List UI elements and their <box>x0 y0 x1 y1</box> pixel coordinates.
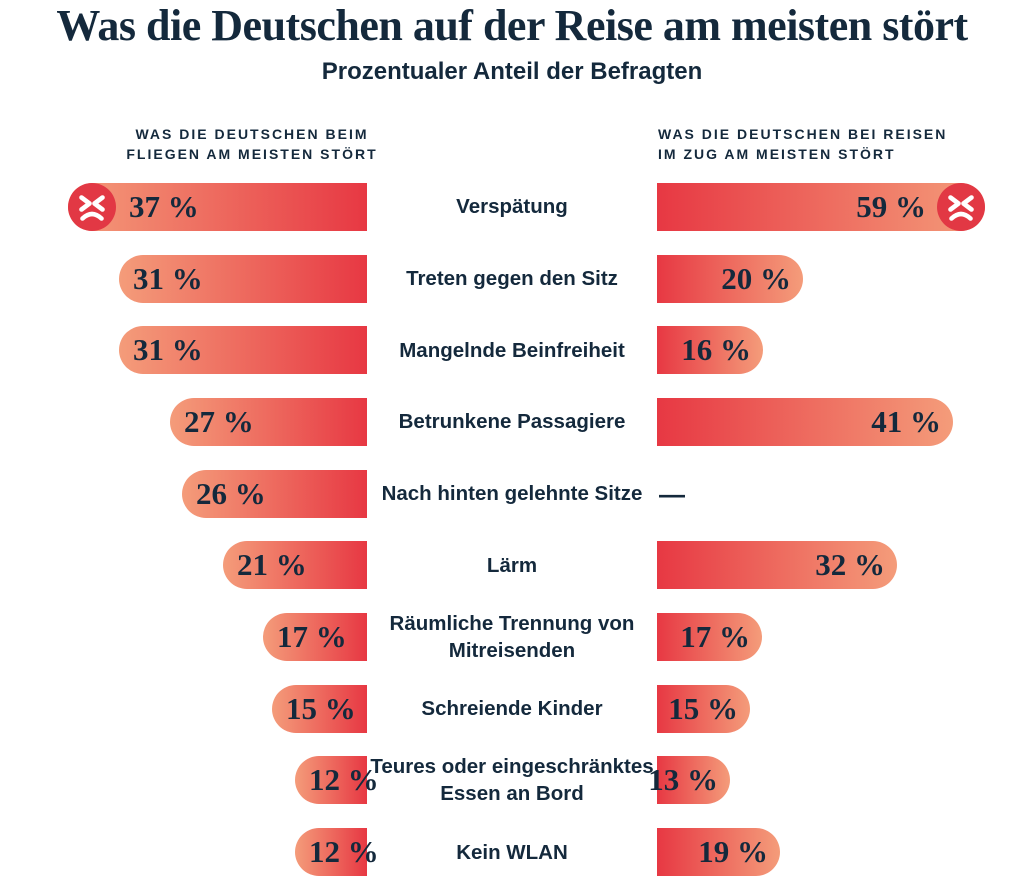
angry-face-icon <box>937 182 985 231</box>
train-bar-value: 59 % <box>856 188 926 224</box>
flight-bar-cell: 37 % <box>0 171 367 243</box>
flight-column-header-line1: WAS DIE DEUTSCHEN BEIM <box>135 126 369 142</box>
flight-bar-cell: 15 % <box>0 673 367 745</box>
train-bar-cell: 20 % <box>657 243 1024 315</box>
train-bar: 13 % <box>648 756 730 805</box>
train-bar-cell: — <box>657 458 1024 530</box>
train-bar-value: 20 % <box>721 260 791 296</box>
category-label: Kein WLAN <box>456 840 568 864</box>
flight-bar-value: 12 % <box>309 834 379 870</box>
category-label: Schreiende Kinder <box>421 697 603 721</box>
chart-subtitle: Prozentualer Anteil der Befragten <box>321 58 703 85</box>
chart-row: 31 % Mangelnde Beinfreiheit 16 % <box>0 314 1024 386</box>
flight-bar-value: 12 % <box>309 762 379 798</box>
flight-bar-value: 17 % <box>277 618 347 654</box>
chart-row: 15 % Schreiende Kinder 15 % <box>0 673 1024 745</box>
train-bar-value: 16 % <box>681 332 751 368</box>
flight-bar: 15 % <box>272 684 367 733</box>
train-bar-value: 13 % <box>648 762 718 798</box>
train-bar: 41 % <box>657 397 953 446</box>
category-label: Teures oder eingeschränktes Essen an Bor… <box>370 755 654 806</box>
category-label: Treten gegen den Sitz <box>406 267 618 291</box>
train-column-header-line2: IM ZUG AM MEISTEN STÖRT <box>658 146 896 162</box>
angry-face-icon <box>68 182 116 231</box>
train-bar-cell: 15 % <box>657 673 1024 745</box>
flight-bar: 31 % <box>119 326 367 375</box>
category-label: Verspätung <box>456 195 568 219</box>
train-bar-value: 32 % <box>815 547 885 583</box>
flight-bar-cell: 12 % <box>0 816 379 878</box>
train-column-header: WAS DIE DEUTSCHEN BEI REISEN IM ZUG AM M… <box>658 124 1008 164</box>
flight-bar-cell: 21 % <box>0 529 367 601</box>
flight-column-header: WAS DIE DEUTSCHEN BEIM FLIEGEN AM MEISTE… <box>85 124 419 164</box>
train-bar: 17 % <box>657 612 762 661</box>
chart-rows: 37 % Verspätung 59 % 31 % Treten gegen den S… <box>0 171 1024 878</box>
chart-title: Was die Deutschen auf der Reise am meist… <box>56 1 968 50</box>
train-bar-cell: 41 % <box>657 386 1024 458</box>
train-bar-cell: 13 % <box>648 745 1024 817</box>
flight-column-header-line2: FLIEGEN AM MEISTEN STÖRT <box>126 146 378 162</box>
category-label: Lärm <box>486 553 538 577</box>
flight-bar: 31 % <box>119 254 367 303</box>
chart-row: 12 % Teures oder eingeschränktes Essen an… <box>0 745 1024 817</box>
flight-bar: 21 % <box>223 541 367 590</box>
flight-bar-cell: 27 % <box>0 386 367 458</box>
flight-bar-value: 27 % <box>184 403 254 439</box>
category-label: Räumliche Trennung von Mitreisenden <box>389 611 635 662</box>
chart-row: 17 % Räumliche Trennung von Mitreisenden 1… <box>0 601 1024 673</box>
train-bar-cell: 59 % <box>657 171 1024 243</box>
train-bar-value: 41 % <box>871 403 941 439</box>
flight-bar-value: 31 % <box>133 260 203 296</box>
train-bar-value: 15 % <box>668 690 738 726</box>
chart-row: 12 % Kein WLAN 19 % <box>0 816 1024 878</box>
no-data-dash: — <box>659 478 685 509</box>
chart-row: 31 % Treten gegen den Sitz 20 % <box>0 243 1024 315</box>
flight-bar: 27 % <box>170 397 367 446</box>
flight-bar: 17 % <box>263 612 367 661</box>
train-bar: 32 % <box>657 541 897 590</box>
train-bar: 19 % <box>657 828 780 877</box>
flight-bar: 12 % <box>295 756 379 805</box>
category-label: Mangelnde Beinfreiheit <box>399 338 625 362</box>
chart-row: 26 % Nach hinten gelehnte Sitze — <box>0 458 1024 530</box>
flight-bar-value: 26 % <box>196 475 266 511</box>
flight-bar: 12 % <box>295 828 379 877</box>
flight-bar: 26 % <box>182 469 367 518</box>
train-bar-value: 19 % <box>698 834 768 870</box>
flight-bar: 37 % <box>68 182 367 231</box>
flight-bar-cell: 17 % <box>0 601 367 673</box>
flight-bar-cell: 26 % <box>0 458 367 530</box>
train-bar-cell: 19 % <box>657 816 1024 878</box>
chart-row: 37 % Verspätung 59 % <box>0 171 1024 243</box>
flight-bar-cell: 12 % <box>0 745 379 817</box>
train-bar: 59 % <box>657 182 985 231</box>
train-column-header-line1: WAS DIE DEUTSCHEN BEI REISEN <box>658 126 948 142</box>
chart-row: 21 % Lärm 32 % <box>0 529 1024 601</box>
train-bar: 16 % <box>657 326 763 375</box>
train-bar-cell: 32 % <box>657 529 1024 601</box>
chart-row: 27 % Betrunkene Passagiere 41 % <box>0 386 1024 458</box>
train-bar: 15 % <box>657 684 750 733</box>
flight-bar-value: 21 % <box>237 547 307 583</box>
train-bar: 20 % <box>657 254 803 303</box>
flight-bar-value: 15 % <box>286 690 356 726</box>
flight-bar-value: 37 % <box>129 188 199 224</box>
train-bar-cell: 16 % <box>657 314 1024 386</box>
flight-bar-cell: 31 % <box>0 243 367 315</box>
train-bar-cell: 17 % <box>657 601 1024 673</box>
category-label: Betrunkene Passagiere <box>398 410 626 434</box>
category-label: Nach hinten gelehnte Sitze <box>381 482 643 506</box>
flight-bar-cell: 31 % <box>0 314 367 386</box>
flight-bar-value: 31 % <box>133 332 203 368</box>
train-bar-value: 17 % <box>680 618 750 654</box>
